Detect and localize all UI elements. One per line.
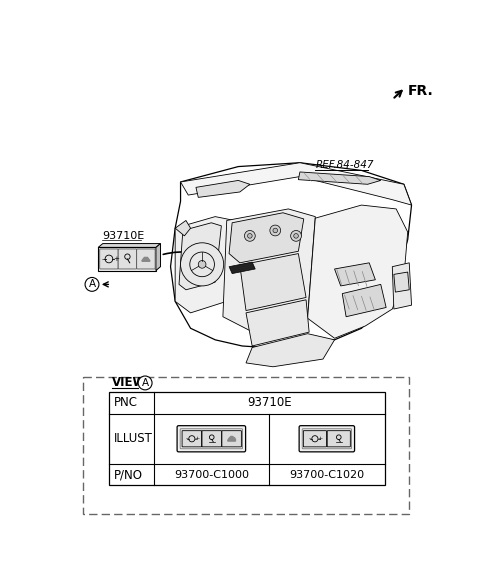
Text: VIEW: VIEW (112, 376, 146, 390)
Polygon shape (308, 205, 408, 338)
Polygon shape (246, 333, 335, 367)
Circle shape (138, 376, 152, 390)
Text: -: - (102, 256, 104, 262)
Text: PNC: PNC (114, 397, 138, 410)
Text: +: + (194, 436, 200, 441)
Text: -: - (186, 436, 188, 441)
Polygon shape (175, 217, 234, 313)
Circle shape (270, 225, 281, 236)
Polygon shape (394, 272, 409, 292)
Polygon shape (179, 223, 221, 289)
FancyBboxPatch shape (202, 431, 221, 447)
Text: P/NO: P/NO (114, 468, 143, 481)
Polygon shape (98, 244, 160, 247)
Text: A: A (142, 378, 149, 388)
FancyBboxPatch shape (118, 249, 137, 269)
Polygon shape (299, 172, 381, 184)
Polygon shape (229, 213, 304, 263)
Polygon shape (156, 244, 160, 271)
Text: FR.: FR. (408, 84, 433, 98)
Polygon shape (180, 163, 411, 205)
Text: A: A (88, 280, 96, 289)
Polygon shape (175, 220, 191, 236)
Text: -: - (309, 436, 311, 441)
FancyBboxPatch shape (327, 431, 350, 447)
FancyBboxPatch shape (177, 425, 246, 452)
Polygon shape (229, 262, 255, 274)
Polygon shape (392, 263, 411, 309)
Bar (109, 392, 384, 485)
Text: REF.84-847: REF.84-847 (315, 161, 374, 171)
Text: ILLUST: ILLUST (114, 432, 153, 445)
FancyBboxPatch shape (303, 431, 326, 447)
Circle shape (291, 230, 301, 241)
Polygon shape (342, 284, 386, 316)
Text: +: + (317, 436, 323, 441)
Circle shape (244, 230, 255, 241)
FancyBboxPatch shape (299, 425, 355, 452)
FancyBboxPatch shape (222, 431, 241, 447)
Polygon shape (246, 300, 309, 346)
Circle shape (180, 243, 224, 286)
Text: +: + (114, 256, 120, 262)
FancyBboxPatch shape (137, 249, 155, 269)
Polygon shape (335, 263, 375, 286)
FancyBboxPatch shape (100, 249, 118, 269)
Circle shape (198, 261, 206, 268)
FancyBboxPatch shape (302, 429, 351, 449)
Text: 93700-C1020: 93700-C1020 (289, 469, 364, 479)
Text: 93710E: 93710E (247, 397, 291, 410)
FancyBboxPatch shape (182, 431, 202, 447)
Circle shape (273, 228, 277, 233)
Circle shape (294, 234, 299, 238)
Polygon shape (228, 437, 236, 441)
Text: 93700-C1000: 93700-C1000 (174, 469, 249, 479)
Circle shape (85, 277, 99, 291)
Bar (83, 377, 409, 514)
Polygon shape (196, 180, 250, 197)
Text: 93710E: 93710E (102, 231, 144, 241)
Polygon shape (240, 254, 306, 311)
Polygon shape (142, 257, 150, 261)
Circle shape (248, 234, 252, 238)
Bar (98, 247, 156, 271)
FancyBboxPatch shape (180, 429, 242, 449)
Polygon shape (223, 209, 315, 331)
